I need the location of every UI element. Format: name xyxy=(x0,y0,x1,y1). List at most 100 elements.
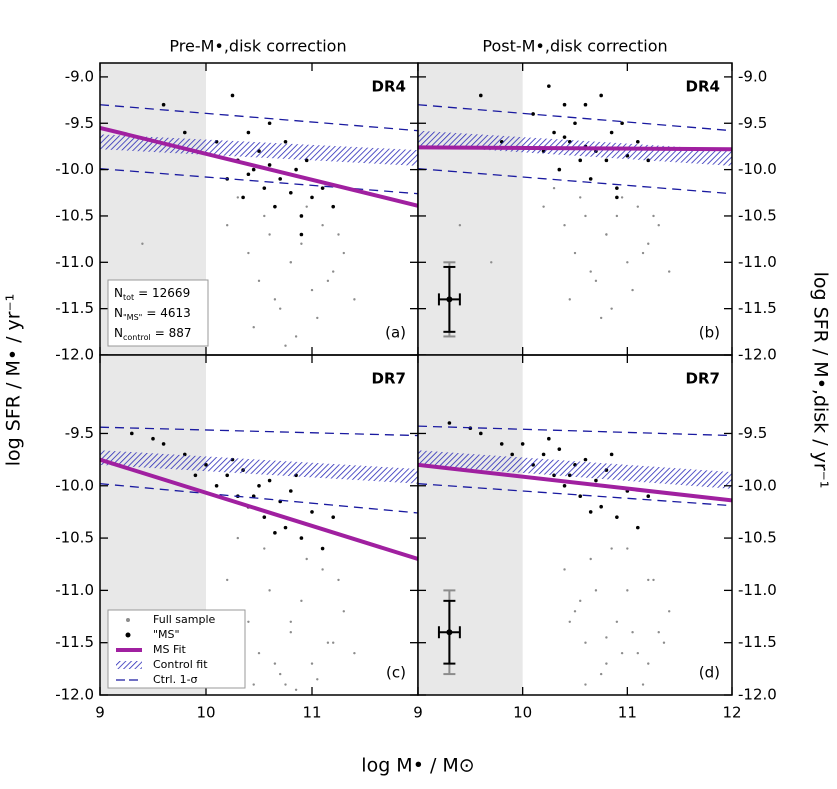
point xyxy=(578,494,583,499)
x-tick-label: 10 xyxy=(513,704,532,722)
point xyxy=(573,610,577,613)
count-value: = 12669 xyxy=(138,286,190,300)
point xyxy=(300,242,303,245)
point xyxy=(283,139,288,144)
point xyxy=(588,177,593,181)
point xyxy=(578,158,583,163)
x-tick-label: 12 xyxy=(722,704,741,722)
y-tick-label: -9.5 xyxy=(65,114,94,132)
point xyxy=(652,578,655,582)
y-tick-label: -12.0 xyxy=(55,686,94,704)
y-axis-label: log SFR / M• / yr⁻¹ xyxy=(3,294,25,466)
count-sub: tot xyxy=(123,293,134,302)
point xyxy=(267,121,272,126)
point xyxy=(225,473,229,478)
point xyxy=(557,167,562,172)
point xyxy=(605,662,608,665)
point xyxy=(161,102,166,107)
point xyxy=(610,307,613,310)
point xyxy=(589,270,592,273)
point xyxy=(579,599,582,603)
point xyxy=(294,167,298,172)
point xyxy=(273,298,277,301)
point xyxy=(646,494,651,499)
point xyxy=(626,547,629,550)
point xyxy=(552,130,556,135)
x-tick-label: 11 xyxy=(302,704,321,722)
point xyxy=(230,93,235,98)
point xyxy=(562,135,567,139)
point xyxy=(263,214,266,218)
point xyxy=(273,204,277,209)
point xyxy=(583,102,588,107)
point xyxy=(584,214,587,218)
point xyxy=(289,190,293,195)
count-symbol: N xyxy=(114,286,123,300)
point xyxy=(599,672,603,676)
y-tick-label: -10.0 xyxy=(55,476,94,494)
point xyxy=(447,421,452,425)
point xyxy=(562,483,567,488)
counts-box xyxy=(107,279,209,347)
legend-label: Control fit xyxy=(153,658,208,671)
point xyxy=(284,683,287,686)
point xyxy=(594,279,598,283)
point xyxy=(332,641,335,644)
ctrl-sigma-line xyxy=(418,425,732,437)
point xyxy=(257,483,261,488)
ctrl-sigma-line xyxy=(100,483,418,514)
x-axis-label: log M• / M⊙ xyxy=(361,755,474,777)
point xyxy=(573,251,577,255)
y-tick-label: -10.5 xyxy=(738,529,777,547)
x-tick-label: 11 xyxy=(618,704,637,722)
point xyxy=(657,224,660,227)
point xyxy=(636,139,640,144)
point xyxy=(547,84,551,88)
point xyxy=(161,442,166,446)
point xyxy=(246,172,251,177)
y-tick-label: -12.0 xyxy=(738,346,777,364)
point xyxy=(631,288,634,292)
point xyxy=(647,578,650,582)
ctrl-sigma-line xyxy=(100,168,418,195)
y-tick-label: -9.0 xyxy=(738,67,767,85)
count-value: = 887 xyxy=(155,326,192,340)
point xyxy=(316,316,319,320)
y-tick-label: -10.0 xyxy=(738,160,777,178)
point xyxy=(615,195,619,200)
point xyxy=(584,641,587,644)
point xyxy=(252,683,255,686)
point xyxy=(599,504,603,509)
point xyxy=(236,196,239,199)
plot-area xyxy=(418,63,732,355)
control-fit-band xyxy=(100,134,418,166)
point xyxy=(584,683,587,686)
panel-label: (d) xyxy=(699,664,720,682)
y-tick-label: -11.0 xyxy=(55,581,94,599)
point xyxy=(620,121,624,126)
y-tick-label: -12.0 xyxy=(738,686,777,704)
point xyxy=(247,620,250,623)
point xyxy=(247,251,250,255)
y-tick-label: -11.5 xyxy=(55,299,94,317)
point xyxy=(552,186,556,190)
ctrl-sigma-line xyxy=(418,483,732,507)
point xyxy=(579,196,582,199)
y-tick-label: -9.5 xyxy=(65,424,94,442)
point xyxy=(615,214,619,218)
point xyxy=(337,578,340,582)
point xyxy=(490,261,493,264)
x-tick-label: 9 xyxy=(413,704,423,722)
point xyxy=(262,515,267,519)
point xyxy=(636,651,639,655)
panel-frame xyxy=(417,354,733,696)
y-tick-label: -11.0 xyxy=(55,253,94,271)
point xyxy=(331,515,336,519)
point xyxy=(305,557,308,561)
point xyxy=(130,431,134,436)
point xyxy=(605,636,608,639)
point xyxy=(520,442,525,446)
y-tick-label: -9.5 xyxy=(738,424,767,442)
point xyxy=(568,620,571,623)
count-symbol: N xyxy=(114,326,123,340)
